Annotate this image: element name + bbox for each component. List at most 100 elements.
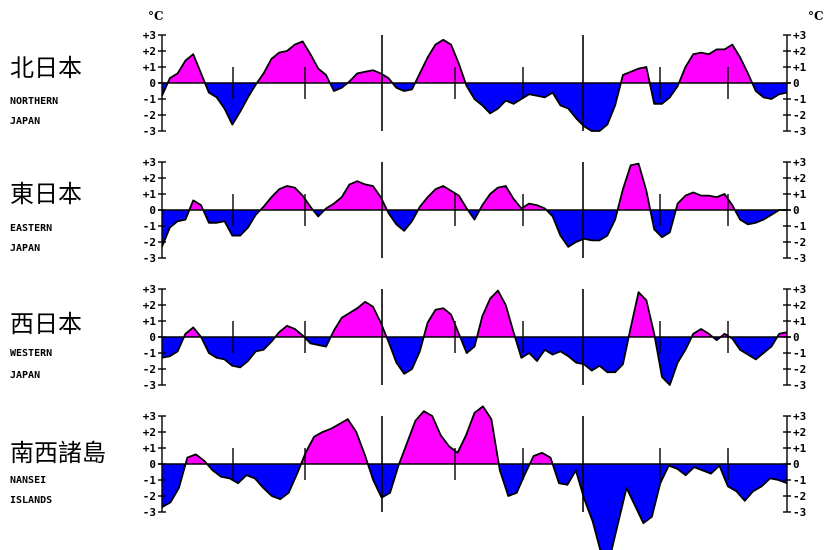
panel-4: +3 +2 +1 0 -1 -2 -3 +3 +2 +1 0 -1 -2 -3 南西諸島 NANSEI ISLA… [10,405,807,550]
anomaly-fill [271,463,281,500]
y-tick-label-right: +1 [793,442,807,455]
anomaly-fill [403,209,413,232]
y-tick-label-left: +1 [143,188,157,201]
y-tick-label-left: +2 [143,299,156,312]
anomaly-fill [435,307,444,338]
region-label-en: NORTHERN [10,96,58,107]
anomaly-fill [403,336,413,375]
anomaly-fill [626,463,636,506]
anomaly-fill [638,66,647,84]
y-tick-label-left: -3 [143,506,156,519]
anomaly-fill [364,301,374,338]
anomaly-fill [536,336,546,362]
anomaly-fill [435,39,444,84]
anomaly-fill [599,82,608,132]
region-label-jp: 西日本 [10,310,82,338]
anomaly-fill [591,209,600,241]
y-tick-label-right: +2 [793,45,806,58]
y-tick-label-left: +3 [143,283,156,296]
anomaly-fill [607,82,616,125]
y-tick-label-right: 0 [793,458,800,471]
y-tick-label-left: +2 [143,45,156,58]
y-tick-label-right: 0 [793,331,800,344]
anomaly-fill [208,209,217,224]
y-tick-label-left: -1 [143,93,157,106]
y-tick-label-right: 0 [793,204,800,217]
anomaly-fill [692,52,702,84]
y-tick-label-right: 0 [793,77,800,90]
anomaly-fill [431,415,442,465]
anomaly-fill [310,54,319,84]
y-tick-label-right: -1 [793,347,807,360]
anomaly-fill [685,53,694,84]
anomaly-fill [763,82,772,100]
anomaly-fill [583,82,592,132]
y-tick-label-left: -2 [143,236,156,249]
anomaly-fill [330,423,340,465]
y-tick-label-left: -2 [143,363,156,376]
y-tick-label-left: -2 [143,490,156,503]
y-tick-label-left: 0 [149,331,156,344]
y-tick-label-right: +3 [793,410,806,423]
anomaly-line [161,38,788,132]
y-tick-label-right: +3 [793,156,806,169]
region-label-en: EASTERN [10,223,52,234]
anomaly-fill [372,185,382,211]
anomaly-line [161,405,788,550]
y-tick-label-right: -2 [793,363,806,376]
anomaly-fill [442,39,452,84]
anomaly-fill [322,428,332,465]
anomaly-fill [482,298,491,338]
y-tick-label-right: -3 [793,252,806,265]
anomaly-fill [583,209,592,241]
anomaly-fill [560,82,569,110]
y-tick-label-left: +3 [143,410,156,423]
y-tick-label-right: +3 [793,29,806,42]
y-tick-label-right: -2 [793,490,806,503]
anomaly-fill [567,209,577,248]
anomaly-fill [364,184,374,211]
anomaly-fill [677,336,686,364]
y-tick-label-right: +1 [793,315,807,328]
y-tick-label-right: +1 [793,61,807,74]
y-tick-label-right: -3 [793,125,806,138]
anomaly-fill [357,180,366,211]
anomaly-fill [769,463,779,481]
unit-label-left: °C [148,9,164,23]
y-tick-label-right: +2 [793,172,806,185]
y-tick-label-right: -2 [793,109,806,122]
y-tick-label-left: -1 [143,220,157,233]
region-label-jp: 東日本 [10,180,82,208]
y-tick-label-left: +1 [143,442,157,455]
region-label-jp: 北日本 [10,54,82,82]
region-label-en: WESTERN [10,348,52,359]
anomaly-fill [161,336,171,359]
anomaly-fill [286,185,296,211]
y-tick-label-right: -3 [793,506,806,519]
anomaly-fill [341,183,350,211]
y-tick-label-left: -3 [143,252,156,265]
y-tick-label-right: -3 [793,379,806,392]
anomaly-fill [497,185,507,211]
anomaly-fill [591,82,600,132]
y-tick-label-right: +1 [793,188,807,201]
region-label-jp: 南西諸島 [10,439,106,467]
anomaly-fill [339,418,349,465]
anomaly-fill [669,336,678,386]
anomaly-fill [427,308,436,338]
anomaly-fill [349,180,358,211]
anomaly-fill [716,49,725,84]
y-tick-label-left: -2 [143,109,156,122]
anomaly-fill [161,463,171,508]
y-tick-label-right: -1 [793,220,807,233]
anomaly-line [161,162,787,248]
anomaly-fill [216,336,225,360]
anomaly-fill [700,195,710,211]
anomaly-fill [653,82,663,105]
unit-label-right: °C [808,9,824,23]
region-label-en: NANSEI [10,475,46,486]
y-tick-label-left: -1 [143,474,157,487]
y-tick-label-left: +2 [143,426,156,439]
y-tick-label-right: +2 [793,426,806,439]
